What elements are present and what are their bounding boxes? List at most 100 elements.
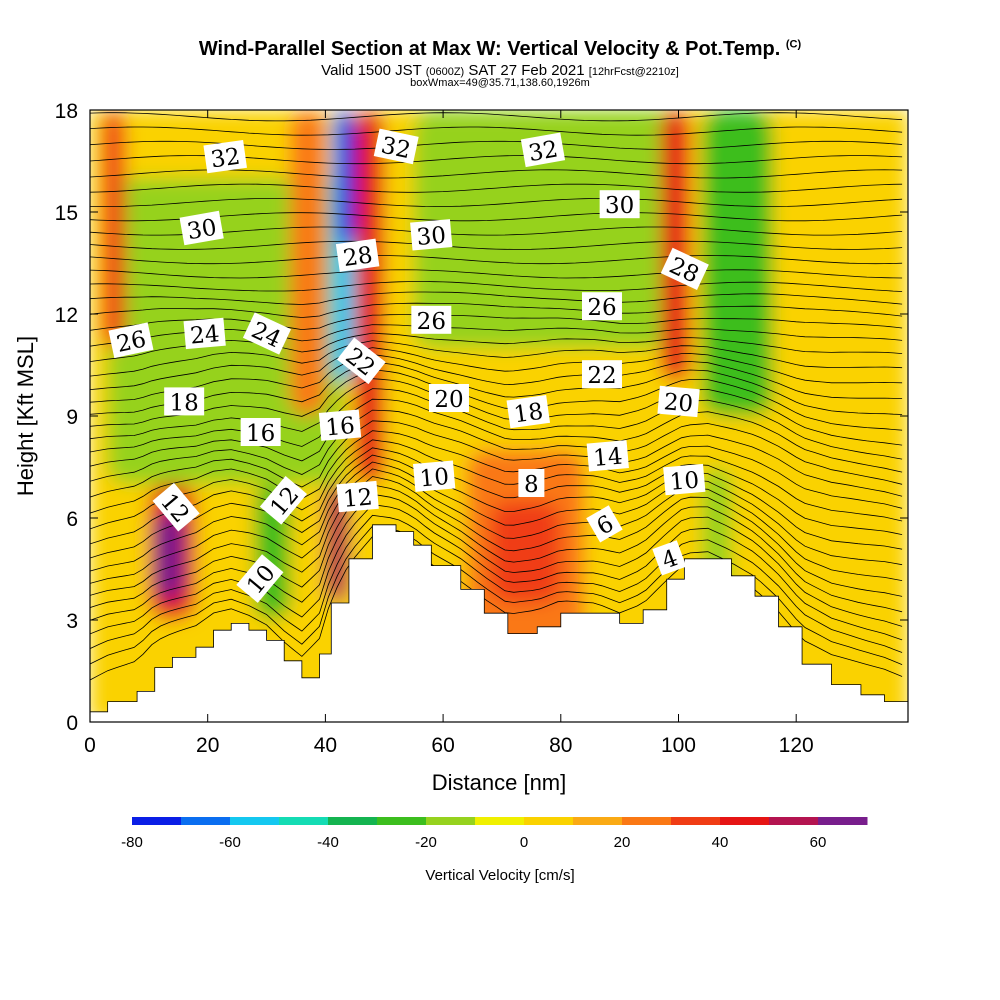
contour-label: 30 bbox=[179, 210, 224, 246]
velocity-cell bbox=[325, 484, 349, 603]
colorbar-segment bbox=[573, 817, 623, 825]
isentrope-line bbox=[90, 112, 903, 122]
colorbar-segment bbox=[132, 817, 182, 825]
isentrope-line bbox=[90, 398, 903, 473]
contour-label-box bbox=[413, 460, 456, 492]
contour-label-text: 8 bbox=[524, 472, 539, 498]
contour-label-box bbox=[652, 540, 687, 576]
y-tick-label: 18 bbox=[55, 100, 78, 123]
contour-label-text: 20 bbox=[663, 389, 694, 417]
isentrope-line bbox=[90, 324, 903, 347]
isentrope-line bbox=[90, 198, 903, 208]
isentrope-line bbox=[90, 476, 903, 597]
isentrope-line bbox=[90, 212, 903, 222]
contour-label-box bbox=[336, 337, 386, 385]
contour-label-box bbox=[586, 505, 623, 543]
contour-label-box bbox=[242, 312, 292, 355]
contour-label-text: 18 bbox=[512, 399, 545, 429]
chart-title: Wind-Parallel Section at Max W: Vertical… bbox=[0, 38, 1000, 61]
colorbar-tick-label: -80 bbox=[121, 834, 143, 851]
x-tick-label: 0 bbox=[84, 734, 96, 757]
y-tick-label: 12 bbox=[55, 304, 78, 327]
x-axis-label: Distance [nm] bbox=[432, 770, 567, 795]
isentrope-line bbox=[90, 447, 903, 545]
isentrope-line bbox=[90, 388, 903, 460]
contour-label-text: 32 bbox=[379, 133, 413, 165]
contour-label-box bbox=[164, 387, 205, 416]
isentrope-line bbox=[90, 514, 903, 653]
contour-label-box bbox=[428, 384, 469, 412]
contour-label-box bbox=[410, 219, 453, 251]
contour-label-box bbox=[335, 238, 380, 272]
contour-label: 20 bbox=[657, 385, 700, 418]
isentrope-line bbox=[90, 98, 902, 106]
contour-label-box bbox=[373, 128, 419, 165]
isentrope-line bbox=[90, 493, 903, 627]
isentrope-line bbox=[90, 361, 903, 415]
contour-label: 10 bbox=[413, 460, 456, 492]
velocity-cell bbox=[660, 110, 691, 382]
contour-label-text: 20 bbox=[434, 387, 463, 413]
contour-label-box bbox=[411, 305, 452, 334]
contour-label: 14 bbox=[586, 440, 629, 472]
isentrope-line bbox=[90, 461, 903, 572]
contour-label: 18 bbox=[506, 394, 551, 429]
terrain-mask bbox=[90, 524, 908, 722]
contour-label-box bbox=[183, 317, 226, 350]
velocity-cell bbox=[337, 110, 355, 246]
contour-label-text: 16 bbox=[324, 413, 355, 441]
title-text: Wind-Parallel Section at Max W: Vertical… bbox=[198, 38, 781, 60]
contour-label-text: 32 bbox=[209, 144, 242, 174]
colorbar: -80 -60 -40 -20 0 20 40 60 bbox=[121, 817, 868, 851]
contour-label-text: 12 bbox=[342, 484, 373, 512]
x-tick-label: 80 bbox=[549, 734, 572, 757]
chart-subtitle: Valid 1500 JST (0600Z) SAT 27 Feb 2021 [… bbox=[0, 62, 1000, 79]
isentrope-line bbox=[90, 291, 903, 305]
contour-label-text: 22 bbox=[587, 363, 616, 389]
contour-label-box bbox=[318, 409, 362, 441]
copyright-mark: (C) bbox=[785, 38, 802, 51]
contour-label: 18 bbox=[164, 387, 205, 416]
contour-label: 22 bbox=[581, 360, 622, 389]
isentrope-line bbox=[90, 314, 903, 331]
box-info: boxWmax=49@35.71,138.60,1926m bbox=[410, 77, 590, 89]
valid-time: Valid 1500 JST bbox=[321, 62, 422, 79]
contour-label: 30 bbox=[410, 219, 453, 251]
y-tick-label: 15 bbox=[55, 202, 78, 225]
contour-label-box bbox=[152, 482, 200, 532]
isentrope-line bbox=[90, 468, 903, 584]
contour-label: 26 bbox=[108, 322, 154, 359]
contour-label: 12 bbox=[336, 480, 379, 513]
contour-label-text: 26 bbox=[417, 309, 446, 335]
contour-label-text: 28 bbox=[342, 242, 375, 272]
colorbar-tick-label: -20 bbox=[415, 834, 437, 851]
isentrope-line bbox=[90, 255, 903, 265]
colorbar-tick-label: -60 bbox=[219, 834, 241, 851]
x-tick-label: 60 bbox=[431, 734, 454, 757]
contour-label-text: 10 bbox=[669, 467, 700, 495]
isentrope-line bbox=[90, 484, 903, 613]
x-axis-ticks: 0 20 40 60 80 100 120 bbox=[84, 110, 814, 757]
contour-label: 16 bbox=[240, 418, 281, 447]
isentrope-line bbox=[90, 281, 903, 292]
y-tick-label: 0 bbox=[66, 712, 78, 735]
contour-label-text: 26 bbox=[587, 295, 616, 321]
contour-label: 28 bbox=[335, 238, 380, 272]
isentrope-line bbox=[90, 369, 903, 431]
contour-label-text: 10 bbox=[419, 464, 450, 492]
contour-label-box bbox=[506, 394, 551, 429]
colorbar-segment bbox=[769, 817, 819, 825]
isentrope-line bbox=[90, 302, 903, 318]
colorbar-segment bbox=[230, 817, 280, 825]
colorbar-segment bbox=[426, 817, 476, 825]
isentrope-line bbox=[90, 347, 903, 390]
contour-label-box bbox=[179, 210, 224, 246]
contour-label: 10 bbox=[663, 463, 706, 496]
valid-date: SAT 27 Feb 2021 bbox=[468, 62, 585, 79]
isentrope-line bbox=[90, 525, 903, 665]
isentrope-line bbox=[90, 454, 903, 559]
y-tick-label: 6 bbox=[66, 508, 78, 531]
isentrope-line bbox=[90, 378, 903, 446]
